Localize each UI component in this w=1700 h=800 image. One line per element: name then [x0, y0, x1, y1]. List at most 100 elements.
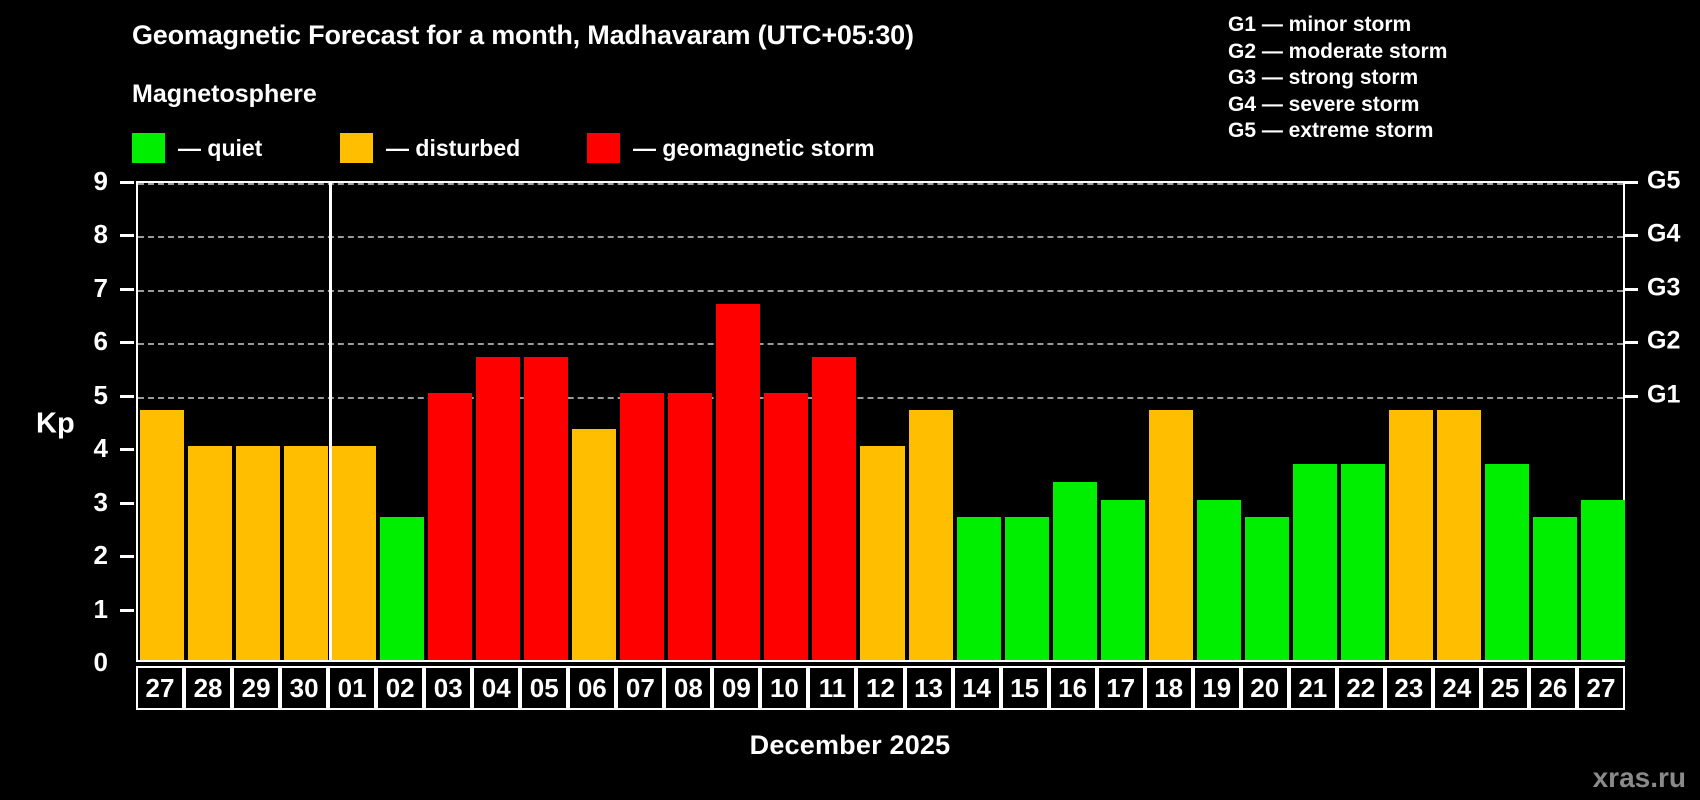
date-label-16: 13: [904, 666, 953, 710]
g-tick-label-G2: G2: [1647, 326, 1681, 355]
bar-day-27[interactable]: [140, 410, 185, 660]
y-tick-label-3: 3: [93, 486, 108, 517]
bar-day-12[interactable]: [860, 446, 905, 660]
bar-day-27[interactable]: [1580, 499, 1625, 660]
bar-day-06[interactable]: [572, 428, 617, 660]
bar-day-05[interactable]: [524, 356, 569, 660]
bars-layer: [138, 183, 1625, 660]
y-tick-mark-7: [120, 287, 134, 291]
y-tick-mark-4: [120, 448, 134, 452]
y-tick-label-1: 1: [93, 593, 108, 624]
date-axis-labels: 27 28 29 30 01 02 03 04 05 06 07 08 09 10 11 12 13 14 15 16…: [136, 666, 1625, 710]
date-label-7: 04: [472, 666, 521, 710]
bar-day-04[interactable]: [476, 356, 521, 660]
date-label-27: 24: [1432, 666, 1481, 710]
bar-day-07[interactable]: [620, 392, 665, 660]
gridline-kp-7: [138, 289, 1623, 292]
bar-day-21[interactable]: [1292, 463, 1337, 660]
page-title: Geomagnetic Forecast for a month, Madhav…: [132, 20, 914, 50]
date-label-17: 14: [952, 666, 1001, 710]
bar-day-20[interactable]: [1244, 517, 1289, 660]
y-tick-label-8: 8: [93, 219, 108, 250]
bar-day-22[interactable]: [1340, 463, 1385, 660]
date-label-30: 27: [1576, 666, 1625, 710]
legend-label: — geomagnetic storm: [633, 134, 875, 161]
bar-day-01[interactable]: [332, 446, 377, 660]
g-tick-mark-G1: [1625, 394, 1638, 398]
y-axis-title: Kp: [36, 407, 75, 440]
quiet-swatch: [132, 133, 165, 163]
bar-day-26[interactable]: [1532, 517, 1577, 660]
g-tick-mark-G5: [1625, 181, 1638, 184]
g-legend-line-3: G3 — strong storm: [1228, 66, 1419, 89]
bar-day-28[interactable]: [188, 446, 233, 660]
bar-day-16[interactable]: [1052, 482, 1097, 660]
bar-day-18[interactable]: [1148, 410, 1193, 660]
gridline-kp-6: [138, 343, 1623, 346]
date-label-18: 15: [1000, 666, 1049, 710]
y-tick-mark-5: [120, 394, 134, 398]
date-label-2: 29: [232, 666, 281, 710]
gridline-kp-5: [138, 396, 1623, 399]
date-label-10: 07: [616, 666, 665, 710]
date-label-28: 25: [1480, 666, 1529, 710]
bar-day-19[interactable]: [1196, 499, 1241, 660]
legend-item-disturbed: — disturbed: [340, 132, 520, 164]
bar-day-03[interactable]: [428, 392, 473, 660]
bar-day-08[interactable]: [668, 392, 713, 660]
y-tick-label-7: 7: [93, 272, 108, 303]
y-tick-mark-6: [120, 341, 134, 345]
g-scale-legend: G1 — minor storm G2 — moderate storm G3 — …: [1228, 12, 1447, 145]
plot-inner: [138, 183, 1625, 660]
bar-day-23[interactable]: [1388, 410, 1433, 660]
disturbed-swatch: [340, 133, 373, 163]
g-tick-label-G1: G1: [1647, 380, 1681, 409]
plot-area: [136, 181, 1625, 662]
y-tick-label-6: 6: [93, 326, 108, 357]
date-label-6: 03: [424, 666, 473, 710]
g-tick-mark-G4: [1625, 234, 1638, 238]
x-axis-title: December 2025: [749, 730, 951, 760]
bar-day-14[interactable]: [956, 517, 1001, 660]
legend-label: — quiet: [178, 134, 263, 161]
g-tick-mark-G3: [1625, 287, 1638, 291]
date-label-0: 27: [136, 666, 185, 710]
bar-day-15[interactable]: [1004, 517, 1049, 660]
date-label-15: 12: [856, 666, 905, 710]
bar-day-24[interactable]: [1436, 410, 1481, 660]
date-label-4: 01: [328, 666, 377, 710]
bar-day-10[interactable]: [764, 392, 809, 660]
bar-day-29[interactable]: [236, 446, 281, 660]
g-legend-line-4: G4 — severe storm: [1228, 92, 1420, 116]
g-tick-mark-G2: [1625, 341, 1638, 345]
legend-item-geomagnetic-storm: — geomagnetic storm: [587, 132, 875, 164]
y-tick-label-2: 2: [93, 540, 108, 571]
g-legend-line-1: G1 — minor storm: [1228, 13, 1412, 36]
legend-item-quiet: — quiet: [132, 132, 262, 164]
date-label-25: 22: [1336, 666, 1385, 710]
date-label-5: 02: [376, 666, 425, 710]
y-tick-mark-9: [120, 181, 134, 184]
bar-day-11[interactable]: [812, 356, 857, 660]
g-scale-axis: G1 G2 G3 G4 G5: [1625, 167, 1700, 662]
magnetosphere-section-label: Magnetosphere: [132, 80, 317, 108]
date-label-26: 23: [1384, 666, 1433, 710]
bar-day-30[interactable]: [284, 446, 329, 660]
g-tick-label-G5: G5: [1647, 166, 1681, 195]
y-axis: Kp 0 1 2 3 4 5 6 7 8 9: [0, 168, 136, 675]
y-tick-label-9: 9: [93, 166, 108, 196]
bar-day-13[interactable]: [908, 410, 953, 660]
g-legend-line-5: G5 — extreme storm: [1228, 119, 1434, 142]
date-label-20: 17: [1096, 666, 1145, 710]
bar-day-02[interactable]: [380, 517, 425, 660]
bar-day-17[interactable]: [1100, 499, 1145, 660]
bar-day-25[interactable]: [1484, 463, 1529, 660]
bar-day-09[interactable]: [716, 303, 761, 660]
y-tick-mark-2: [120, 555, 134, 559]
watermark: xras.ru: [1592, 762, 1686, 793]
y-tick-label-0: 0: [93, 647, 108, 677]
g-tick-label-G4: G4: [1647, 219, 1681, 248]
g-tick-label-G3: G3: [1647, 273, 1681, 302]
date-label-29: 26: [1528, 666, 1577, 710]
date-label-3: 30: [280, 666, 329, 710]
